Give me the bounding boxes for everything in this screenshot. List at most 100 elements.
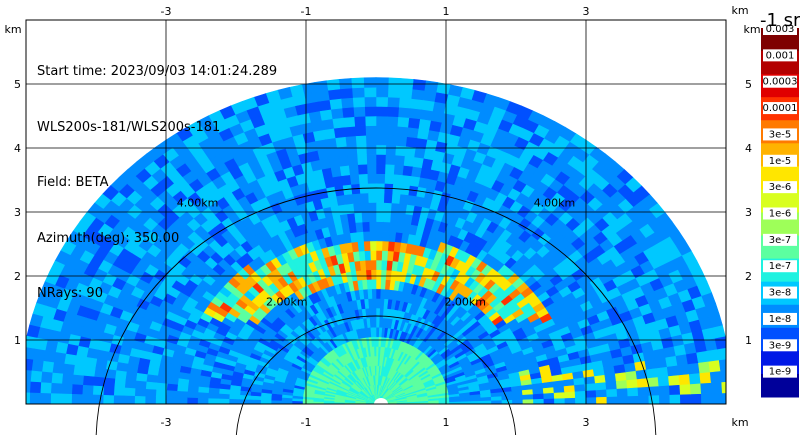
ppi-cell: [594, 381, 607, 391]
ppi-cell: [543, 392, 555, 399]
ppi-cell: [411, 79, 427, 91]
ppi-cell: [26, 370, 32, 383]
ppi-cell: [375, 163, 386, 175]
ppi-cell: [81, 394, 93, 404]
y-tick-label-left: 4: [14, 142, 21, 155]
ppi-cell: [666, 364, 680, 377]
ppi-cell: [387, 87, 401, 98]
ppi-cell: [393, 164, 404, 176]
ppi-cell: [123, 395, 135, 404]
ppi-cell: [375, 125, 387, 136]
ppi-cell: [94, 358, 108, 370]
ppi-cell: [83, 366, 96, 378]
ppi-cell: [595, 388, 608, 398]
ppi-cell: [379, 298, 385, 309]
ppi-cell: [369, 240, 377, 251]
ppi-cell: [375, 144, 387, 155]
colorbar-label: 1e-8: [769, 314, 792, 325]
ppi-cell: [419, 108, 433, 121]
ppi-cell: [375, 278, 382, 290]
ppi-cell: [228, 398, 240, 404]
ppi-cell: [124, 379, 137, 389]
ppi-cell: [375, 269, 382, 280]
ppi-cell: [218, 398, 230, 404]
colorbar-title: -1 sr: [760, 10, 800, 31]
x-tick-label-bottom: -3: [161, 416, 172, 429]
ppi-cell: [207, 398, 219, 404]
ppi-cell: [381, 250, 389, 261]
colorbar-label: 3e-6: [769, 182, 792, 193]
ppi-cell: [412, 156, 424, 168]
colorbar-label: 0.0003: [763, 77, 798, 88]
ppi-cell: [31, 359, 44, 373]
ppi-cell: [380, 259, 388, 271]
ppi-cell: [408, 107, 422, 120]
ppi-cell: [385, 135, 397, 146]
x-tick-label-top: -1: [301, 5, 312, 18]
ppi-cell: [575, 396, 587, 404]
range-rings: 2.00km 2.00km 4.00km 4.00km: [95, 187, 657, 435]
ppi-cell: [105, 360, 118, 371]
x-tick-label-bottom: -1: [301, 416, 312, 429]
ppi-cell: [384, 173, 394, 185]
ppi-cell: [367, 202, 377, 213]
ppi-cell: [187, 385, 199, 393]
ppi-cell: [659, 394, 671, 404]
ppi-cell: [668, 374, 681, 386]
ppi-cell: [380, 278, 386, 290]
ppi-cell: [331, 117, 345, 129]
y-axis-unit-left: km: [4, 23, 21, 36]
ppi-cell: [50, 382, 63, 395]
ppi-cell: [26, 347, 36, 361]
y-tick-label-left: 2: [14, 270, 21, 283]
x-axis-unit-top: km: [731, 4, 748, 17]
ppi-cell: [197, 397, 209, 404]
ppi-cell: [155, 396, 167, 404]
ppi-cell: [596, 396, 608, 404]
ppi-cell: [393, 154, 405, 166]
ppi-cell: [626, 378, 639, 389]
ppi-cell: [687, 362, 701, 375]
ppi-cell: [584, 382, 597, 391]
axis-ticks: -3 -3 -1 -1 1 1 3 3 1 1 2 2 3 3 4 4 5 5 km km km km: [4, 4, 760, 429]
ppi-cell: [390, 202, 400, 214]
ppi-cell: [197, 386, 210, 394]
range-ring: [235, 315, 517, 435]
ppi-cell: [113, 395, 125, 404]
ppi-cell: [720, 370, 726, 383]
colorbar-label-bg: [763, 312, 797, 325]
ppi-cell: [134, 380, 147, 390]
ppi-cell: [351, 192, 361, 204]
ppi-cell: [716, 347, 726, 361]
y-tick-label-left: 5: [14, 78, 21, 91]
ppi-cell: [249, 395, 262, 401]
ppi-cell: [392, 173, 403, 185]
x-tick-label-bottom: 3: [583, 416, 590, 429]
ppi-cell: [135, 372, 148, 383]
ppi-cell: [388, 221, 398, 233]
ppi-cell: [606, 395, 618, 404]
colorbar-label-bg: [763, 181, 797, 194]
ppi-cell: [165, 390, 178, 398]
ppi-cell: [337, 155, 349, 167]
colorbar-label: 0.0001: [763, 103, 798, 114]
ppi-cell: [113, 386, 125, 397]
ppi-cell: [82, 375, 95, 387]
y-tick-label-left: 3: [14, 206, 21, 219]
ppi-cell: [207, 392, 220, 400]
ppi-cell: [365, 125, 377, 136]
ppi-cell: [339, 87, 353, 99]
x-tick-label-top: 1: [443, 5, 450, 18]
ppi-cell: [382, 211, 391, 223]
ppi-cell: [697, 360, 711, 374]
ppi-cell: [352, 96, 365, 108]
ppi-cell: [386, 106, 400, 118]
ppi-cell: [134, 388, 146, 397]
ppi-cell: [553, 391, 566, 399]
ppi-cell: [327, 88, 342, 101]
x-tick-label-bottom: 1: [443, 416, 450, 429]
ppi-cell: [388, 231, 397, 243]
ppi-cell: [375, 317, 380, 328]
colorbar-label-bg: [763, 23, 797, 35]
